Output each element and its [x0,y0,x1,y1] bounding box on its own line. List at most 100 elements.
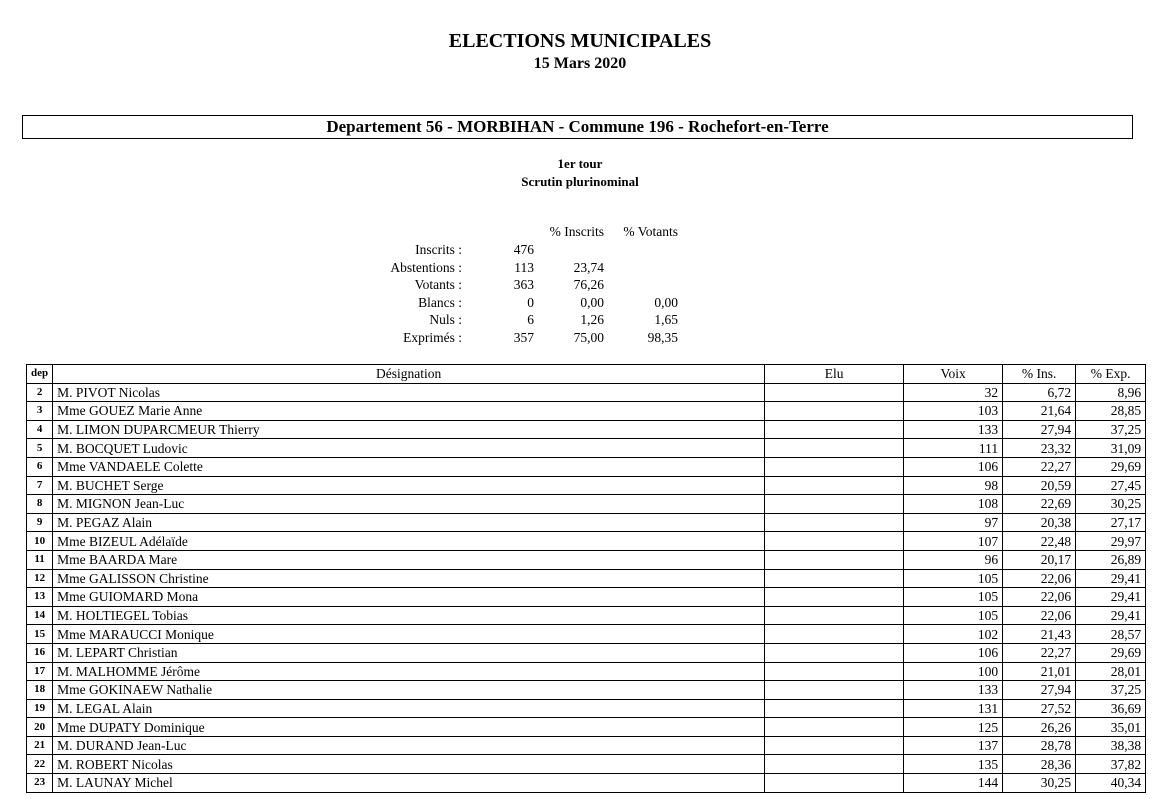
col-designation: Désignation [52,364,766,384]
cell-voix: 102 [903,624,1004,644]
cell-dep: 4 [25,419,54,440]
cell-voix: 97 [903,512,1004,533]
table-row: 4 M. LIMON DUPARCMEUR Thierry 133 27,94 37,2… [25,419,1147,440]
table-header-row: dep Désignation Elu Voix % Ins. % Exp. [25,364,1147,384]
cell-designation: Mme VANDAELE Colette [52,456,766,477]
cell-elu [764,680,905,700]
cell-pct-exp: 27,17 [1075,512,1147,533]
table-row: 20 Mme DUPATY Dominique 125 26,26 35,01 [25,717,1147,737]
stats-pct-votants: 0,00 [654,294,678,310]
cell-pct-exp: 37,25 [1075,419,1147,440]
table-row: 18 Mme GOKINAEW Nathalie 133 27,94 37,25 [25,680,1147,700]
stats-label: Abstentions : [390,259,462,275]
table-row: 14 M. HOLTIEGEL Tobias 105 22,06 29,41 [25,605,1147,626]
cell-dep: 8 [25,494,54,514]
cell-pct-exp: 27,45 [1075,475,1147,496]
cell-voix: 106 [903,642,1004,663]
cell-dep: 21 [25,735,54,756]
cell-pct-ins: 26,26 [1002,717,1077,737]
cell-voix: 103 [903,401,1004,421]
cell-pct-ins: 22,06 [1002,568,1077,589]
cell-elu [764,401,905,421]
stats-pct-inscrits: 75,00 [573,330,604,345]
table-row: 5 M. BOCQUET Ludovic 111 23,32 31,09 [25,438,1147,458]
table-row: 12 Mme GALISSON Christine 105 22,06 29,41 [25,568,1147,589]
cell-pct-exp: 36,69 [1075,698,1147,719]
stats-value: 0 [527,294,534,310]
cell-designation: Mme BIZEUL Adélaïde [52,531,766,551]
cell-designation: Mme DUPATY Dominique [52,717,766,737]
cell-pct-exp: 29,41 [1075,568,1147,589]
cell-dep: 14 [25,605,54,626]
cell-elu [764,773,905,793]
election-date: 15 Mars 2020 [533,55,627,72]
cell-designation: M. PEGAZ Alain [52,512,766,533]
cell-designation: M. DURAND Jean-Luc [52,735,766,756]
cell-pct-ins: 27,94 [1002,680,1077,700]
candidates-table: dep Désignation Elu Voix % Ins. % Exp. 2… [25,364,1147,793]
cell-elu [764,605,905,626]
table-row: 23 M. LAUNAY Michel 144 30,25 40,34 [25,773,1147,793]
cell-voix: 96 [903,549,1004,570]
stats-value: 476 [513,242,534,257]
cell-designation: M. LIMON DUPARCMEUR Thierry [52,419,766,440]
cell-designation: M. PIVOT Nicolas [52,382,766,403]
cell-pct-exp: 37,25 [1075,680,1147,700]
cell-elu [764,456,905,477]
cell-elu [764,419,905,440]
col-pct-exp: % Exp. [1075,364,1147,384]
cell-pct-ins: 21,01 [1002,661,1077,682]
cell-designation: M. BOCQUET Ludovic [52,438,766,458]
cell-pct-ins: 28,78 [1002,735,1077,756]
cell-designation: Mme MARAUCCI Monique [52,624,766,644]
cell-pct-ins: 28,36 [1002,754,1077,775]
stats-pct-inscrits: 76,26 [573,277,604,293]
cell-elu [764,624,905,644]
col-elu: Elu [764,364,905,384]
cell-designation: Mme GUIOMARD Mona [52,587,766,607]
cell-voix: 131 [903,698,1004,719]
stats-label: Exprimés : [403,330,462,345]
cell-voix: 133 [903,680,1004,700]
cell-dep: 7 [25,475,54,496]
table-row: 15 Mme MARAUCCI Monique 102 21,43 28,57 [25,624,1147,644]
cell-dep: 6 [25,456,54,477]
cell-elu [764,754,905,775]
stats-pct-inscrits: 1,26 [580,312,604,328]
table-row: 6 Mme VANDAELE Colette 106 22,27 29,69 [25,456,1147,477]
round-label: 1er tour [557,156,603,171]
cell-pct-exp: 8,96 [1075,382,1147,403]
cell-dep: 19 [25,698,54,719]
stats-value: 363 [513,277,534,293]
cell-elu [764,512,905,533]
stats-pct-inscrits: 0,00 [580,294,604,310]
cell-dep: 11 [25,549,54,570]
stats-label: Nuls : [429,312,462,328]
stats-col-votants: % Votants [623,224,678,239]
cell-dep: 5 [25,438,54,458]
stats-pct-inscrits: 23,74 [573,259,604,275]
cell-elu [764,717,905,737]
cell-designation: M. MALHOMME Jérôme [52,661,766,682]
cell-pct-ins: 22,06 [1002,587,1077,607]
stats-pct-votants: 98,35 [647,330,678,345]
cell-voix: 105 [903,605,1004,626]
table-row: 9 M. PEGAZ Alain 97 20,38 27,17 [25,512,1147,533]
table-row: 10 Mme BIZEUL Adélaïde 107 22,48 29,97 [25,531,1147,551]
cell-elu [764,382,905,403]
stats-label: Inscrits : [415,242,462,257]
cell-pct-exp: 26,89 [1075,549,1147,570]
cell-pct-exp: 35,01 [1075,717,1147,737]
cell-pct-ins: 22,48 [1002,531,1077,551]
table-row: 13 Mme GUIOMARD Mona 105 22,06 29,41 [25,587,1147,607]
cell-elu [764,494,905,514]
cell-dep: 17 [25,661,54,682]
col-dep: dep [25,364,54,384]
stats-value: 357 [513,330,534,345]
cell-voix: 107 [903,531,1004,551]
cell-dep: 20 [25,717,54,737]
cell-voix: 137 [903,735,1004,756]
table-row: 21 M. DURAND Jean-Luc 137 28,78 38,38 [25,735,1147,756]
cell-pct-ins: 20,38 [1002,512,1077,533]
cell-designation: Mme GALISSON Christine [52,568,766,589]
